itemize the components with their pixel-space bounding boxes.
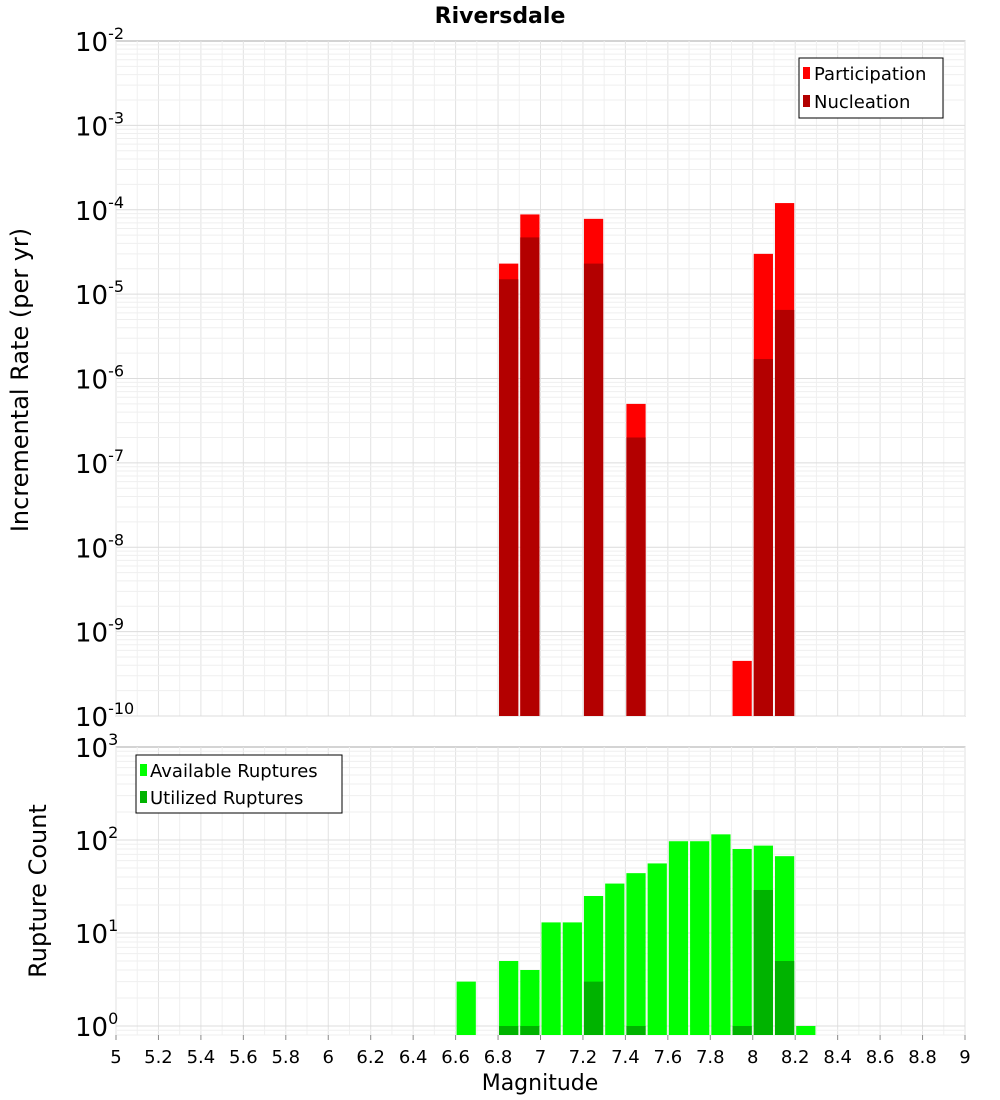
x-tick-label: 5.8: [271, 1047, 300, 1068]
x-tick-label: 6.8: [484, 1047, 513, 1068]
rate-y-tick-label: 10-9: [75, 615, 124, 649]
available-ruptures-bar: [668, 841, 689, 1035]
x-tick-label: 7.6: [654, 1047, 683, 1068]
rate-y-tick-label: 10-7: [75, 446, 124, 480]
participation-legend-label: Participation: [814, 64, 926, 85]
utilized-legend-swatch: [140, 791, 147, 803]
x-tick-label: 5: [110, 1047, 121, 1068]
rate-y-tick-label: 10-5: [75, 277, 124, 311]
available-ruptures-bar: [690, 841, 710, 1035]
count-y-tick-label: 100: [75, 1009, 118, 1043]
available-ruptures-bar: [499, 960, 519, 1035]
x-tick-label: 8.8: [908, 1047, 937, 1068]
participation-legend-swatch: [803, 67, 810, 79]
x-tick-label: 7.4: [611, 1047, 640, 1068]
x-tick-label: 5.6: [229, 1047, 258, 1068]
available-ruptures-bar: [796, 1025, 816, 1035]
available-ruptures-bar: [541, 922, 561, 1035]
x-tick-label: 7.2: [569, 1047, 598, 1068]
rate-y-tick-label: 10-6: [75, 362, 124, 396]
x-tick-label: 6.6: [441, 1047, 470, 1068]
x-tick-label: 6.2: [356, 1047, 385, 1068]
nucleation-bar: [520, 237, 540, 716]
available-legend-swatch: [140, 764, 147, 776]
available-ruptures-bar: [647, 863, 667, 1035]
rate-y-tick-label: 10-10: [75, 699, 134, 733]
rate-y-tick-label: 10-8: [75, 530, 124, 564]
available-ruptures-bar: [711, 834, 731, 1035]
x-tick-label: 6.4: [399, 1047, 428, 1068]
rate-grid: [115, 41, 966, 717]
available-ruptures-bar: [456, 981, 476, 1035]
nucleation-bar: [753, 359, 773, 716]
count-y-tick-label: 101: [75, 916, 118, 950]
x-tick-label: 5.2: [144, 1047, 173, 1068]
utilized-ruptures-bar: [583, 981, 604, 1035]
x-tick-label: 7: [535, 1047, 546, 1068]
participation-bar: [732, 660, 752, 716]
nucleation-bar: [626, 437, 646, 716]
utilized-ruptures-bar: [774, 960, 795, 1035]
nucleation-bar: [499, 279, 519, 716]
x-tick-label: 8: [747, 1047, 758, 1068]
x-tick-label: 8.2: [781, 1047, 810, 1068]
nucleation-legend-swatch: [803, 95, 810, 107]
count-legend-box: [135, 754, 343, 814]
utilized-ruptures-bar: [520, 1025, 540, 1035]
count-x-ticks: 5 5.2 5.4 5.6 5.8 6 6.2 6.4 6.6 6.8 7 7.2 7.4 7.6 7.8 8…: [110, 1035, 971, 1068]
utilized-ruptures-bar: [732, 1025, 752, 1035]
nucleation-legend-label: Nucleation: [814, 92, 910, 113]
nucleation-bar: [774, 309, 795, 716]
x-axis-label: Magnitude: [482, 1071, 599, 1096]
count-plot: 100 101 102 103 5 5.2 5.4 5.6 5.8 6 6.2 6.4 6.6 6.8 7…: [24, 730, 971, 1096]
x-tick-label: 5.4: [187, 1047, 216, 1068]
count-y-tick-label: 102: [75, 823, 118, 857]
rate-y-tick-label: 10-3: [75, 108, 124, 142]
available-ruptures-bar: [605, 883, 625, 1035]
chart-title: Riversdale: [435, 4, 566, 29]
x-tick-label: 8.6: [866, 1047, 895, 1068]
rate-y-axis-label: Incremental Rate (per yr): [6, 228, 34, 532]
x-tick-label: 7.8: [696, 1047, 725, 1068]
count-y-axis-label: Rupture Count: [24, 804, 52, 978]
nucleation-bar: [583, 263, 604, 716]
utilized-ruptures-bar: [499, 1025, 519, 1035]
count-bars: [456, 834, 816, 1035]
available-ruptures-bar: [562, 922, 582, 1035]
x-tick-label: 9: [959, 1047, 970, 1068]
rate-y-tick-label: 10-4: [75, 193, 124, 227]
available-ruptures-bar: [732, 849, 752, 1035]
count-y-ticks: 100 101 102 103: [75, 730, 118, 1043]
rate-legend-box: [798, 57, 944, 119]
utilized-ruptures-bar: [626, 1025, 646, 1035]
rate-plot: 10-10 10-9 10-8 10-7 10-6 10-5 10-4 10-3 10-2 In…: [6, 24, 966, 733]
x-tick-label: 6: [323, 1047, 334, 1068]
count-legend: Available Ruptures Utilized Ruptures: [135, 754, 343, 814]
count-y-tick-label: 103: [75, 730, 118, 764]
available-ruptures-bar: [520, 969, 540, 1035]
rate-y-ticks: 10-10 10-9 10-8 10-7 10-6 10-5 10-4 10-3 10-2: [75, 24, 134, 733]
rate-bars: [499, 203, 795, 717]
utilized-legend-label: Utilized Ruptures: [150, 788, 303, 809]
x-tick-label: 8.4: [823, 1047, 852, 1068]
available-legend-label: Available Ruptures: [150, 761, 318, 782]
utilized-ruptures-bar: [753, 889, 773, 1035]
rate-y-tick-label: 10-2: [75, 24, 124, 58]
rate-legend: Participation Nucleation: [798, 57, 944, 119]
available-ruptures-bar: [626, 873, 646, 1035]
